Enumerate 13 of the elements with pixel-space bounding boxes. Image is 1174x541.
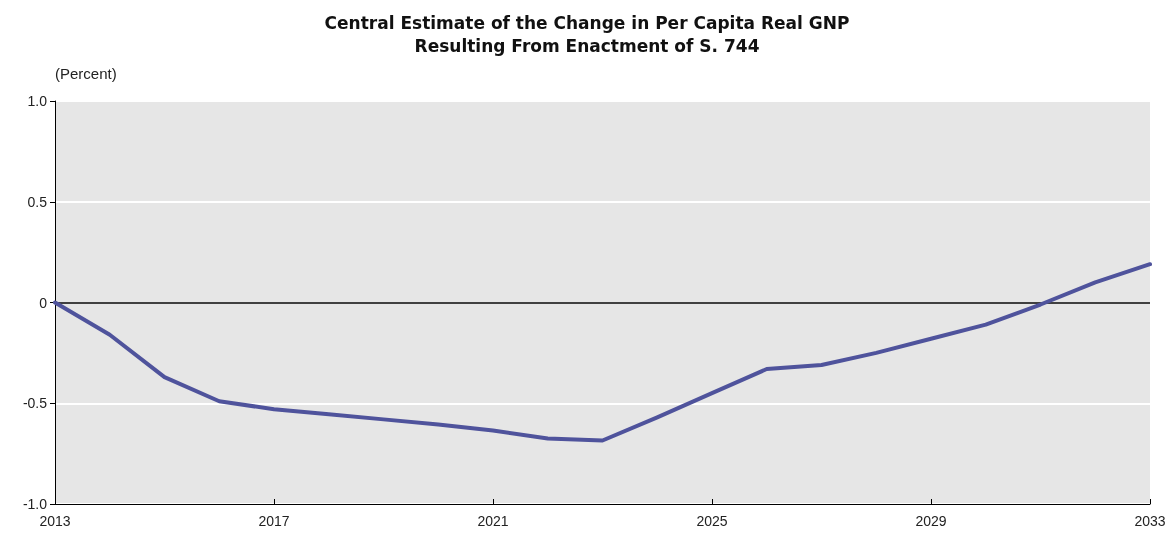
y-tick-label: 0.5 <box>27 193 48 210</box>
y-tick-label: 0 <box>39 294 48 311</box>
x-tick-label: 2029 <box>915 513 947 529</box>
x-tick-label: 2025 <box>696 513 728 529</box>
x-tick-label: 2013 <box>39 513 71 529</box>
x-tick-label: 2033 <box>1134 513 1166 529</box>
x-tick-label: 2021 <box>477 513 509 529</box>
chart-title: Central Estimate of the Change in Per Capita Real GNP Resulting From Enactment of S. 744 <box>324 12 850 56</box>
y-axis-title: (Percent) <box>55 65 117 82</box>
y-tick-label: -0.5 <box>22 395 48 412</box>
x-tick-label: 2017 <box>258 513 290 529</box>
y-tick-label: -1.0 <box>22 496 48 512</box>
y-tick-label: 1.0 <box>27 93 48 109</box>
